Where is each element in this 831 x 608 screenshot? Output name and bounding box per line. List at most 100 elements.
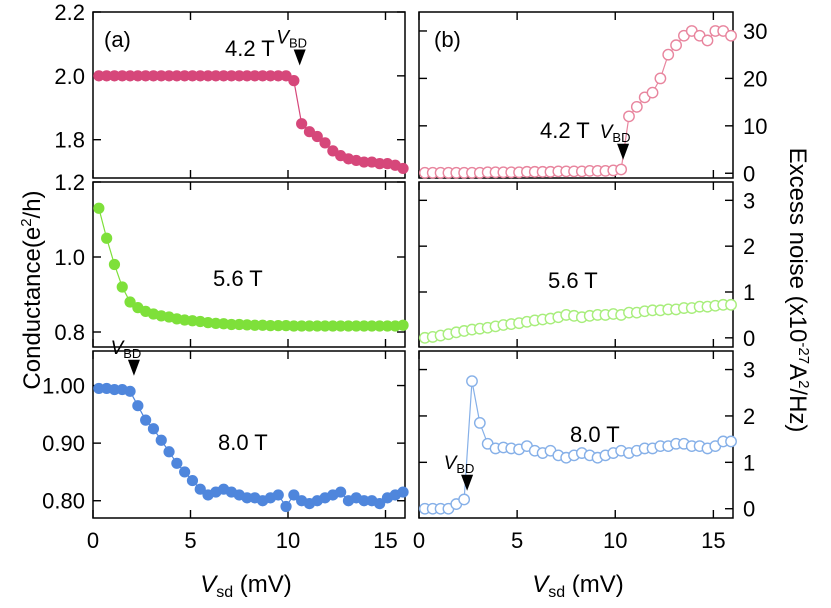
data-point <box>280 500 292 513</box>
panel-tag: (a) <box>104 27 131 52</box>
panel-frame <box>418 350 734 519</box>
right-y-title-sup1: -27 <box>795 342 812 364</box>
data-point <box>374 158 386 170</box>
left-y-axis-title: Conductance(e2/h) <box>18 190 46 389</box>
data-point <box>615 163 628 176</box>
data-point <box>358 495 370 507</box>
data-point <box>194 483 206 495</box>
panel-5: 0 1 2 3 5.6 T <box>418 181 755 351</box>
y-tick-label: 0 <box>743 497 755 522</box>
data-point <box>202 70 214 82</box>
data-point <box>124 296 136 308</box>
panel-4: 0 10 20 30 4.2 T (b) VBD <box>418 11 767 186</box>
data-point <box>101 70 113 82</box>
data-point <box>397 319 409 331</box>
data-point <box>124 385 136 397</box>
data-point <box>630 100 643 113</box>
x-tick-label: 5 <box>511 528 523 553</box>
y-tick-label: 0.8 <box>54 320 85 345</box>
right-y-title-tail: /Hz) <box>784 388 811 432</box>
data-point <box>93 382 105 395</box>
y-tick-label: 1.8 <box>54 128 85 153</box>
vbd-sub: BD <box>612 130 630 145</box>
left-y-title-main: Conductance(e <box>19 227 46 390</box>
right-y-title-mid: A <box>784 364 811 380</box>
data-point <box>179 466 191 478</box>
vbd-sub: BD <box>456 461 474 476</box>
y-tick-label: 3 <box>743 358 755 383</box>
data-point <box>466 375 478 388</box>
data-point <box>327 320 339 332</box>
vbd-arrow <box>617 143 630 160</box>
data-point <box>311 130 323 143</box>
data-point <box>311 320 323 332</box>
y-tick-label: 1 <box>743 280 755 305</box>
panel-frame <box>418 181 734 348</box>
panel-tag: (b) <box>434 27 461 52</box>
data-point <box>155 434 167 446</box>
data-point <box>296 118 308 130</box>
y-tick-label: 10 <box>743 114 767 139</box>
data-point <box>725 435 737 448</box>
panel-3: 0.80 0.90 1.00 0 5 10 15 8.0 T VBD <box>42 338 409 553</box>
x-tick-label: 10 <box>603 528 627 553</box>
data-point <box>288 489 300 501</box>
data-point <box>179 70 191 82</box>
left-x-axis-title: Vsd (mV) <box>200 571 292 601</box>
data-point <box>155 70 167 82</box>
y-tick-label: 0.90 <box>42 431 85 456</box>
data-point <box>350 320 362 332</box>
panel-frame <box>418 11 734 179</box>
data-point <box>108 383 121 396</box>
data-point <box>93 202 105 214</box>
left-y-title-sup: 2 <box>18 218 35 226</box>
panel-frame <box>92 11 406 179</box>
data-point <box>147 423 160 435</box>
left-y-title-tail: /h) <box>19 190 46 218</box>
series-line <box>424 30 732 174</box>
data-point <box>458 493 471 506</box>
right-y-title-main: Excess noise (x10 <box>784 148 811 343</box>
data-point <box>319 320 331 332</box>
right-x-title-unit: (mV) <box>565 571 624 598</box>
field-label: 8.0 T <box>570 422 620 447</box>
vbd-v: V <box>111 338 126 359</box>
x-tick-label: 15 <box>701 528 725 553</box>
data-point <box>108 70 121 82</box>
data-point <box>670 39 682 52</box>
data-point <box>358 320 370 332</box>
field-label: 4.2 T <box>540 118 590 143</box>
data-point <box>163 70 175 82</box>
vbd-label: VBD <box>111 338 142 361</box>
y-tick-label: 1.2 <box>54 170 85 195</box>
data-point <box>241 492 253 504</box>
data-point <box>264 70 277 82</box>
data-point <box>381 320 394 332</box>
data-point <box>140 70 152 82</box>
data-point <box>116 281 128 293</box>
data-point <box>288 75 300 87</box>
data-point <box>225 318 238 331</box>
data-point <box>225 70 238 82</box>
right-x-axis-title: Vsd (mV) <box>532 571 624 601</box>
data-point <box>397 162 409 175</box>
data-point <box>725 29 737 42</box>
data-point <box>654 72 667 85</box>
data-point <box>358 156 370 168</box>
data-point <box>272 320 284 332</box>
data-point <box>272 489 284 501</box>
x-tick-label: 15 <box>373 528 397 553</box>
vbd-v: V <box>600 122 615 143</box>
panel-6: 0 1 2 3 0 5 10 15 8.0 T VBD <box>413 350 755 553</box>
data-point <box>366 320 378 332</box>
y-tick-label: 30 <box>743 19 767 44</box>
right-y-title-sup2: 2 <box>795 380 812 388</box>
data-point <box>473 417 486 429</box>
data-point <box>101 232 113 244</box>
right-y-axis-title: Excess noise (x10-27A2/Hz) <box>784 148 812 433</box>
data-point <box>241 70 253 82</box>
data-point <box>210 70 222 82</box>
right-x-title-sub: sd <box>548 584 565 601</box>
